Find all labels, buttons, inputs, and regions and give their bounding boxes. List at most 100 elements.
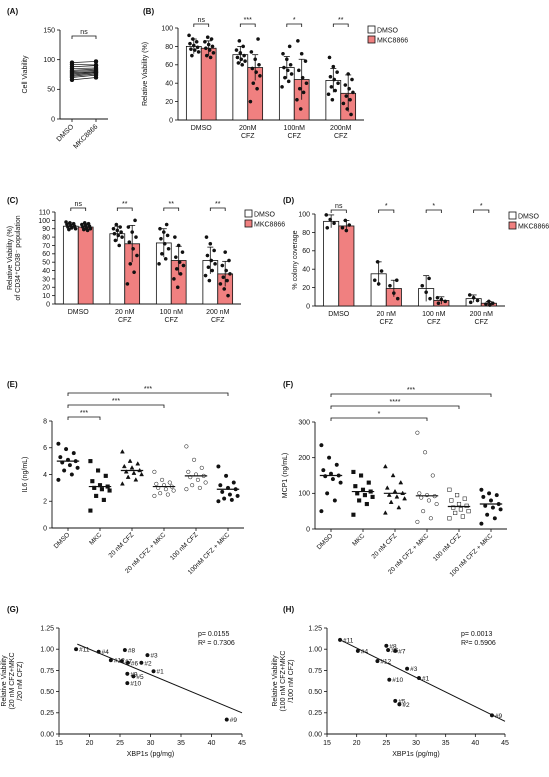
data-point xyxy=(210,268,215,273)
y-tick-label: 0.75 xyxy=(308,668,322,675)
y-axis-label-line: % colony coverage xyxy=(292,230,299,289)
data-point xyxy=(398,479,404,485)
data-point xyxy=(420,283,425,288)
y-axis-label: MCP1 (ng/mL) xyxy=(282,453,289,499)
data-point xyxy=(96,649,101,654)
data-point xyxy=(165,233,170,238)
significance-bracket xyxy=(330,417,428,421)
data-point xyxy=(192,48,197,52)
data-point xyxy=(300,75,305,80)
data-point xyxy=(205,35,210,40)
significance-bracket xyxy=(330,209,347,213)
data-point xyxy=(395,296,400,301)
x-tick-label: MKC8866 xyxy=(72,123,99,150)
point-label: #2 xyxy=(144,660,152,667)
data-point xyxy=(125,660,130,665)
data-point xyxy=(451,505,456,510)
data-point xyxy=(485,512,490,517)
panel-label: (C) xyxy=(7,196,18,205)
data-point xyxy=(453,510,458,515)
significance-bracket xyxy=(67,392,229,396)
data-point xyxy=(484,302,488,307)
significance-label: ** xyxy=(169,201,175,208)
y-tick-label: 0.50 xyxy=(40,689,54,696)
significance-bracket xyxy=(193,23,210,27)
data-point xyxy=(351,90,355,95)
point-label: #4 xyxy=(102,649,110,656)
data-point xyxy=(158,226,162,231)
data-point xyxy=(184,487,189,492)
point-label: #10 xyxy=(392,677,403,684)
data-point xyxy=(335,70,339,75)
data-point xyxy=(188,41,192,46)
data-point xyxy=(336,81,340,86)
x-tick-label: 25 xyxy=(116,740,124,747)
x-tick-label: 25 xyxy=(382,740,390,747)
x-tick-label: 20nM xyxy=(239,125,257,132)
data-point xyxy=(88,459,93,464)
pair-line xyxy=(71,67,97,69)
data-point xyxy=(96,468,101,473)
data-point xyxy=(161,230,166,234)
panel-label: (E) xyxy=(7,380,18,389)
data-point xyxy=(204,235,209,239)
data-point xyxy=(393,698,398,703)
data-point xyxy=(283,75,287,80)
data-point xyxy=(250,66,255,71)
data-point xyxy=(494,493,499,498)
data-point xyxy=(203,46,208,51)
y-tick-label: 6 xyxy=(43,445,47,452)
data-point xyxy=(119,481,125,486)
data-point xyxy=(348,97,352,102)
bar-mkc8866 xyxy=(338,225,355,307)
x-tick-label: CFZ xyxy=(118,317,132,324)
significance-label: *** xyxy=(244,17,252,24)
x-tick-label: 20 xyxy=(353,740,361,747)
data-point xyxy=(341,101,346,106)
significance-bracket xyxy=(473,209,490,213)
x-tick-label: CFZ xyxy=(379,319,393,326)
data-point xyxy=(424,290,428,295)
data-point xyxy=(351,469,356,474)
y-axis-label-line: MCP1 (ng/mL) xyxy=(282,453,289,499)
data-point xyxy=(99,487,104,492)
data-point xyxy=(481,494,486,499)
data-point xyxy=(163,256,168,261)
point-label: #11 xyxy=(79,647,90,654)
point-label: #8 xyxy=(128,648,136,655)
data-point xyxy=(56,441,61,446)
data-point xyxy=(180,250,185,254)
data-point xyxy=(241,44,246,49)
data-point xyxy=(386,492,392,497)
significance-label: *** xyxy=(112,398,120,405)
data-point xyxy=(347,223,352,227)
data-point xyxy=(238,50,243,55)
panel-f: (F) 0 100 200 300 MCP1 (ng/mL) DMSO MKC 20 nM CF… xyxy=(282,380,507,578)
data-point xyxy=(394,278,399,283)
data-point xyxy=(121,463,127,469)
data-point xyxy=(107,488,112,493)
data-point xyxy=(190,483,195,488)
data-point xyxy=(343,83,348,87)
data-point xyxy=(396,504,402,510)
y-tick-label: 150 xyxy=(43,27,55,34)
data-point xyxy=(254,70,258,75)
significance-label: ** xyxy=(338,17,344,24)
legend-label: DMSO xyxy=(518,214,540,221)
data-point xyxy=(75,465,80,470)
data-point xyxy=(364,501,369,507)
panel-label: (G) xyxy=(7,605,19,614)
pair-line xyxy=(71,65,97,68)
data-point xyxy=(135,253,139,258)
data-point xyxy=(216,499,221,504)
data-point xyxy=(345,107,350,111)
x-tick-label: 15 xyxy=(55,740,63,747)
bar-dmso xyxy=(185,46,202,121)
data-point xyxy=(165,492,170,497)
data-point xyxy=(134,235,138,239)
data-point xyxy=(199,465,204,470)
data-point xyxy=(88,508,93,513)
data-point xyxy=(351,512,356,517)
data-point xyxy=(125,282,130,286)
